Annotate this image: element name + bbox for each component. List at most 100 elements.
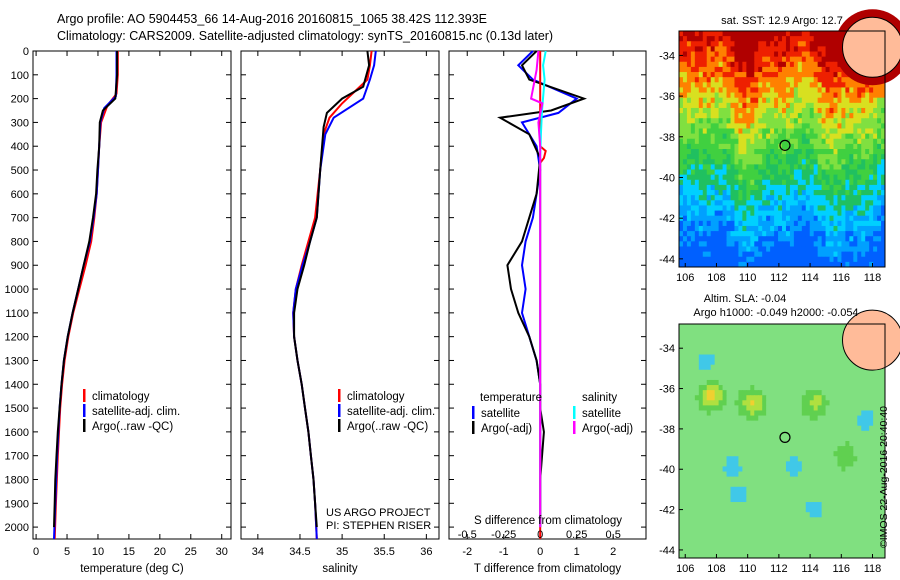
- map-field-sla_map: [679, 309, 900, 559]
- map-frame-sst_map: [678, 30, 886, 268]
- x-tick-label-salinity: 34.5: [289, 546, 310, 558]
- depth-tick-label: 1300: [5, 355, 29, 367]
- legend-label-difference: satellite: [582, 408, 621, 420]
- x-axis-label-s-difference: S difference from climatology: [474, 515, 622, 527]
- map-x-tick-label-sst_map: 118: [864, 272, 882, 284]
- x-tick-label-s-difference: -0.5: [458, 529, 477, 541]
- pi-label: PI: STEPHEN RISER: [326, 520, 431, 532]
- x-tick-label-salinity: 35: [336, 546, 348, 558]
- x-tick-label-difference: 2: [610, 546, 616, 558]
- x-tick-label-salinity: 36: [420, 546, 432, 558]
- x-tick-label-temperature: 20: [154, 546, 166, 558]
- legend-swatch-temperature: [83, 404, 86, 417]
- map-x-tick-label-sst_map: 108: [707, 272, 725, 284]
- depth-tick-label: 500: [11, 165, 29, 177]
- map-y-tick-label-sst_map: -44: [659, 254, 675, 266]
- depth-tick-label: 600: [11, 189, 29, 201]
- x-tick-label-s-difference: 0: [537, 529, 543, 541]
- legend-swatch-temperature: [83, 419, 86, 432]
- x-tick-label-temperature: 30: [216, 546, 228, 558]
- map-x-tick-label-sst_map: 116: [833, 272, 851, 284]
- land-mass: [842, 16, 900, 78]
- imos-credit: ©IMOS 22-Aug-2016 20:40:40: [878, 406, 890, 548]
- depth-tick-label: 1600: [5, 427, 29, 439]
- depth-tick-label: 1900: [5, 498, 29, 510]
- depth-tick-label: 100: [11, 70, 29, 82]
- argo-location-marker: [779, 431, 791, 443]
- x-tick-label-difference: 1: [574, 546, 580, 558]
- map-x-tick-label-sst_map: 112: [770, 272, 788, 284]
- depth-tick-label: 1700: [5, 451, 29, 463]
- map-x-tick-label-sla_map: 106: [676, 563, 694, 575]
- map-x-tick-label-sst_map: 114: [801, 272, 819, 284]
- map-x-tick-label-sla_map: 114: [801, 563, 819, 575]
- plot-frame-temperature: [32, 50, 232, 540]
- legend-label-difference: Argo(-adj): [481, 423, 532, 435]
- depth-tick-label: 1400: [5, 379, 29, 391]
- map-y-tick-label-sla_map: -44: [659, 545, 675, 557]
- x-tick-label-temperature: 5: [64, 546, 70, 558]
- x-tick-label-salinity: 35.5: [374, 546, 395, 558]
- legend-header-temperature: temperature: [480, 392, 542, 404]
- legend-header-salinity: salinity: [582, 392, 617, 404]
- legend-label-salinity: climatology: [347, 391, 405, 403]
- legend-label-temperature: climatology: [92, 391, 150, 403]
- map-x-tick-label-sla_map: 108: [707, 563, 725, 575]
- legend-label-difference: Argo(-adj): [582, 423, 633, 435]
- map-x-tick-label-sst_map: 110: [739, 272, 757, 284]
- x-tick-label-temperature: 15: [123, 546, 135, 558]
- map-y-tick-label-sla_map: -42: [659, 505, 675, 517]
- map-field-sst_map: [679, 9, 900, 268]
- x-axis-label-temperature: temperature (deg C): [80, 563, 184, 575]
- map-x-tick-label-sla_map: 118: [864, 563, 882, 575]
- x-tick-label-s-difference: -0.25: [491, 529, 516, 541]
- depth-tick-label: 2000: [5, 522, 29, 534]
- x-tick-label-salinity: 34: [252, 546, 264, 558]
- map-frame-sla_map: [678, 323, 886, 559]
- map-x-tick-label-sst_map: 106: [676, 272, 694, 284]
- legend-swatch-temperature: [83, 389, 86, 402]
- legend-swatch-difference: [573, 421, 576, 434]
- map-x-tick-label-sla_map: 116: [833, 563, 851, 575]
- land-mass: [842, 309, 900, 371]
- plot-frame-salinity: [240, 50, 440, 540]
- depth-tick-label: 0: [23, 46, 29, 58]
- sla-map-subtitle: Argo h1000: -0.049 h2000: -0.054: [693, 307, 858, 319]
- x-axis-label-difference: T difference from climatology: [474, 563, 621, 575]
- depth-tick-label: 1500: [5, 403, 29, 415]
- map-y-tick-label-sst_map: -34: [659, 50, 675, 62]
- series-temperature-argo-raw-qc-: [53, 51, 119, 528]
- legend-swatch-difference: [472, 421, 475, 434]
- x-tick-label-s-difference: 0.25: [566, 529, 587, 541]
- map-y-tick-label-sla_map: -34: [659, 343, 675, 355]
- depth-tick-label: 700: [11, 213, 29, 225]
- legend-swatch-salinity: [338, 419, 341, 432]
- argo-location-marker: [779, 139, 791, 151]
- legend-label-salinity: satellite-adj. clim.: [347, 406, 435, 418]
- sst-map-title: sat. SST: 12.9 Argo: 12.7: [721, 15, 843, 27]
- figure-title-line2: Climatology: CARS2009. Satellite-adjuste…: [57, 29, 554, 43]
- map-x-tick-label-sla_map: 110: [739, 563, 757, 575]
- depth-tick-label: 1100: [5, 308, 29, 320]
- depth-tick-label: 900: [11, 260, 29, 272]
- x-tick-label-temperature: 25: [185, 546, 197, 558]
- map-y-tick-label-sst_map: -36: [659, 91, 675, 103]
- depth-tick-label: 400: [11, 141, 29, 153]
- figure-title-line1: Argo profile: AO 5904453_66 14-Aug-2016 …: [57, 12, 487, 26]
- legend-label-salinity: Argo(..raw -QC): [347, 421, 428, 433]
- legend-label-temperature: satellite-adj. clim.: [92, 406, 180, 418]
- plot-frame-difference: [448, 50, 647, 540]
- x-tick-label-difference: -1: [499, 546, 509, 558]
- depth-tick-label: 1800: [5, 474, 29, 486]
- project-label: US ARGO PROJECT: [326, 507, 431, 519]
- series-difference-s-argo-adj-: [529, 50, 544, 528]
- depth-tick-label: 200: [11, 94, 29, 106]
- map-y-tick-label-sla_map: -36: [659, 384, 675, 396]
- legend-swatch-salinity: [338, 389, 341, 402]
- x-axis-label-salinity: salinity: [322, 563, 357, 575]
- map-y-tick-label-sla_map: -38: [659, 424, 675, 436]
- legend-label-temperature: Argo(..raw -QC): [92, 421, 173, 433]
- map-y-tick-label-sst_map: -38: [659, 132, 675, 144]
